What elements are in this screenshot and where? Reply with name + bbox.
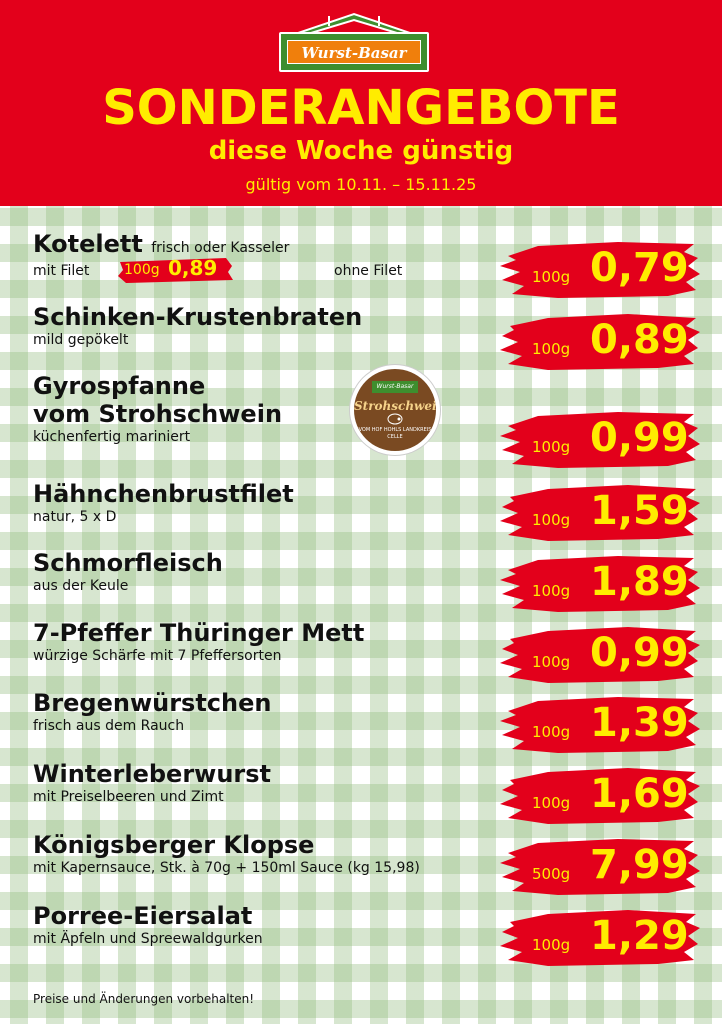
badge-wood: Wurst-Basar Strohschwein VOM HOF HOHLS L…: [354, 369, 436, 451]
item-name: Hähnchenbrustfilet: [33, 480, 294, 508]
validity-dates: gültig vom 10.11. – 15.11.25: [245, 175, 477, 194]
item-desc: würzige Schärfe mit 7 Pfeffersorten: [33, 648, 282, 664]
item-desc: mit Äpfeln und Spreewaldgurken: [33, 931, 263, 947]
brush-stroke-icon: [500, 697, 700, 753]
price-value: 7,99: [590, 842, 689, 888]
offer-item-kotelett: Kotelett frisch oder Kasseler mit Filet: [33, 230, 289, 280]
price-tag: 100g 0,89: [498, 310, 703, 372]
item-inline-desc: frisch oder Kasseler: [151, 240, 290, 256]
offer-item-klopse: Königsberger Klopse mit Kapernsauce, Stk…: [33, 831, 420, 877]
item-extra-label: ohne Filet: [334, 263, 403, 279]
price-value: 0,79: [590, 245, 689, 291]
price-tag: 100g 0,79: [498, 238, 703, 300]
price-tag: 100g 1,59: [498, 481, 703, 543]
price-unit: 100g: [532, 723, 571, 741]
offer-item-bregenwurst: Bregenwürstchen frisch aus dem Rauch: [33, 689, 271, 735]
price-tag: 100g 1,89: [498, 552, 703, 614]
price-tag: 100g 0,99: [498, 623, 703, 685]
brush-stroke-icon: [500, 839, 700, 895]
brush-stroke-icon: [500, 768, 700, 824]
price-unit: 100g: [532, 794, 571, 812]
item-name: Kotelett frisch oder Kasseler: [33, 230, 290, 258]
offer-item-schmorfleisch: Schmorfleisch aus der Keule: [33, 549, 223, 595]
page-subtitle: diese Woche günstig: [208, 136, 514, 166]
item-name: Porree-Eiersalat: [33, 902, 253, 930]
wurst-basar-logo: Wurst-Basar: [279, 12, 429, 72]
brush-stroke-icon: [500, 412, 700, 468]
offer-item-mett: 7-Pfeffer Thüringer Mett würzige Schärfe…: [33, 619, 364, 665]
brush-stroke-icon: [500, 485, 700, 541]
price-value: 1,29: [590, 913, 689, 959]
price-unit: 100g: [532, 268, 571, 286]
price-tag: 500g 7,99: [498, 835, 703, 897]
item-desc: mit Filet: [33, 263, 90, 279]
price-unit: 100g: [532, 582, 571, 600]
item-desc: küchenfertig mariniert: [33, 429, 191, 445]
brush-stroke-icon: [500, 242, 700, 298]
offer-item-leberwurst: Winterleberwurst mit Preiselbeeren und Z…: [33, 760, 271, 806]
badge-origin: VOM HOF HOHLS LANDKREIS CELLE: [358, 427, 432, 440]
logo-box: Wurst-Basar: [279, 32, 429, 72]
price-value: 0,99: [590, 630, 689, 676]
price-unit: 100g: [532, 438, 571, 456]
offer-item-haehnchen: Hähnchenbrustfilet natur, 5 x D: [33, 480, 294, 526]
item-name: Königsberger Klopse: [33, 831, 315, 859]
item-desc: mild gepökelt: [33, 332, 129, 348]
item-desc: natur, 5 x D: [33, 509, 117, 525]
brush-stroke-icon: [500, 910, 700, 966]
price-tag: 100g 1,39: [498, 693, 703, 755]
price-tag: 100g 1,69: [498, 764, 703, 826]
price-unit: 500g: [532, 865, 571, 883]
item-desc: frisch aus dem Rauch: [33, 718, 185, 734]
price-unit: 100g: [532, 511, 571, 529]
item-desc: mit Preiselbeeren und Zimt: [33, 789, 224, 805]
price-tag: 100g 1,29: [498, 906, 703, 968]
price-unit: 100g: [532, 340, 571, 358]
price-value: 0,99: [590, 415, 689, 461]
price-value: 1,89: [590, 559, 689, 605]
badge-logo: Wurst-Basar: [372, 381, 418, 393]
price-unit: 100g: [532, 653, 571, 671]
item-name-line2: vom Strohschwein: [33, 400, 283, 428]
brush-stroke-icon: [118, 258, 233, 283]
price-unit: 100g: [532, 936, 571, 954]
mini-unit: 100g: [124, 262, 160, 278]
logo-text: Wurst-Basar: [287, 40, 421, 64]
header-banner: Wurst-Basar SONDERANGEBOTE diese Woche g…: [0, 0, 722, 206]
price-value: 1,39: [590, 700, 689, 746]
strohschwein-badge: Wurst-Basar Strohschwein VOM HOF HOHLS L…: [350, 365, 440, 455]
item-name: Schinken-Krustenbraten: [33, 303, 363, 331]
price-value: 1,69: [590, 771, 689, 817]
item-name: Gyrospfanne: [33, 372, 206, 400]
brush-stroke-icon: [500, 556, 700, 612]
pig-icon: [387, 413, 403, 425]
item-name: Bregenwürstchen: [33, 689, 272, 717]
price-tag: 100g 0,99: [498, 408, 703, 470]
page-title: SONDERANGEBOTE: [102, 80, 620, 136]
price-value: 1,59: [590, 488, 689, 534]
footer-disclaimer: Preise und Änderungen vorbehalten!: [33, 992, 255, 1006]
brush-stroke-icon: [500, 627, 700, 683]
offer-item-schinken: Schinken-Krustenbraten mild gepökelt: [33, 303, 362, 349]
brush-stroke-icon: [500, 314, 700, 370]
price-value: 0,89: [590, 317, 689, 363]
item-desc: mit Kapernsauce, Stk. à 70g + 150ml Sauc…: [33, 860, 420, 876]
offer-item-gyros: Gyrospfanne vom Strohschwein küchenferti…: [33, 372, 282, 446]
mini-price: 0,89: [168, 256, 218, 280]
badge-title: Strohschwein: [354, 399, 436, 413]
offer-item-porree: Porree-Eiersalat mit Äpfeln und Spreewal…: [33, 902, 263, 948]
item-name: Schmorfleisch: [33, 549, 223, 577]
item-name: 7-Pfeffer Thüringer Mett: [33, 619, 365, 647]
item-desc: aus der Keule: [33, 578, 129, 594]
item-name: Winterleberwurst: [33, 760, 272, 788]
mini-price-tag: 100g 0,89: [116, 256, 234, 284]
